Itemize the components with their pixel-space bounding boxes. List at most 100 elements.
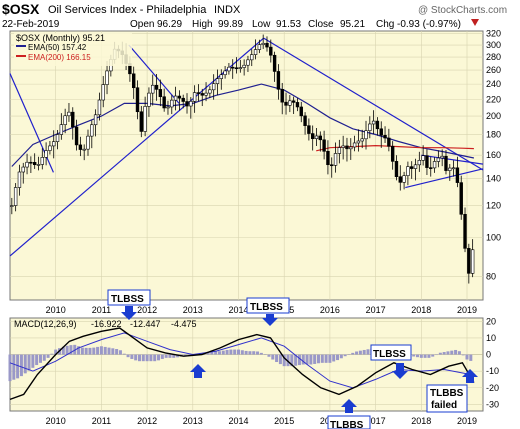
candle-body xyxy=(36,164,41,166)
histogram-bar xyxy=(347,354,351,355)
histogram-bar xyxy=(107,347,111,355)
histogram-bar xyxy=(286,354,290,367)
close-label: Close xyxy=(308,19,334,30)
histogram-bar xyxy=(217,351,221,355)
candle-body xyxy=(318,135,323,141)
candle-body xyxy=(90,124,94,137)
candle-body xyxy=(417,160,422,166)
candle-body xyxy=(413,164,418,169)
macd-x-axis: 2010201120122013201420152016201720182019 xyxy=(46,416,477,426)
candle-body xyxy=(105,70,109,85)
candle-body xyxy=(63,115,67,125)
candle-body xyxy=(349,146,353,150)
histogram-bar xyxy=(145,354,149,362)
y-tick-label: -10 xyxy=(486,366,499,376)
price-panel xyxy=(9,30,484,301)
candle-body xyxy=(242,64,246,68)
candle-body xyxy=(322,139,326,152)
candle-body xyxy=(394,161,399,177)
candle-body xyxy=(223,70,227,76)
x-tick-label: 2013 xyxy=(183,416,203,426)
y-tick-label: 240 xyxy=(486,79,501,89)
annotation-text: TLBSS xyxy=(373,349,406,360)
histogram-bar xyxy=(50,353,54,355)
candle-body xyxy=(379,128,383,136)
histogram-bar xyxy=(419,354,423,358)
histogram-bar xyxy=(115,349,119,355)
y-tick-label: 0 xyxy=(486,350,491,360)
candle-body xyxy=(440,155,444,159)
candle-body xyxy=(238,67,243,69)
chg-label: Chg xyxy=(376,19,394,30)
candle-body xyxy=(368,123,372,131)
histogram-bar xyxy=(206,351,210,355)
histogram-bar xyxy=(438,352,442,355)
histogram-bar xyxy=(248,351,252,355)
x-tick-label: 2018 xyxy=(411,416,431,426)
x-tick-label: 2016 xyxy=(320,305,340,315)
histogram-bar xyxy=(244,350,248,355)
candle-body xyxy=(398,176,402,183)
histogram-bar xyxy=(282,354,286,367)
histogram-bar xyxy=(343,354,347,357)
open-label: Open xyxy=(130,19,154,30)
arrow-up-icon xyxy=(462,369,478,383)
histogram-bar xyxy=(240,350,244,355)
candle-body xyxy=(185,101,189,107)
x-tick-label: 2019 xyxy=(457,305,477,315)
annotation-tlbss-2: TLBSS xyxy=(246,297,290,326)
histogram-bar xyxy=(271,354,275,360)
histogram-bar xyxy=(278,354,282,365)
candle-body xyxy=(181,97,185,102)
low-label: Low xyxy=(252,19,271,30)
candle-body xyxy=(139,111,144,132)
candle-body xyxy=(86,135,90,150)
histogram-bar xyxy=(305,354,309,365)
histogram-bar xyxy=(435,354,439,356)
histogram-bar xyxy=(61,346,65,355)
candle-body xyxy=(341,145,345,148)
candle-body xyxy=(55,134,60,142)
macd-value: -16.922 xyxy=(91,319,122,329)
candle-body xyxy=(295,102,300,108)
candle-body xyxy=(307,125,311,134)
candle-body xyxy=(17,171,22,188)
histogram-bar xyxy=(442,352,446,355)
candle-body xyxy=(234,67,239,70)
histogram-bar xyxy=(229,349,233,355)
macd-y-axis: -30 -20 -10 0 10 20 xyxy=(486,316,499,409)
arrow-up-icon xyxy=(341,399,357,413)
macd-label: MACD(12,26,9) xyxy=(14,319,77,329)
candle-body xyxy=(177,95,182,99)
annotation-tlbbs-1-box xyxy=(327,415,371,429)
histogram-bar xyxy=(415,354,419,358)
histogram-bar xyxy=(103,346,107,355)
histogram-bar xyxy=(450,350,454,355)
annotation-tlbbs-1-text: TLBBS xyxy=(330,420,364,429)
y-tick-label: 280 xyxy=(486,52,501,62)
candle-body xyxy=(265,42,269,48)
x-tick-label: 2019 xyxy=(457,416,477,426)
x-tick-label: 2017 xyxy=(366,416,386,426)
high-value: 99.89 xyxy=(218,19,243,30)
trendline xyxy=(405,168,484,189)
candle-body xyxy=(219,74,223,79)
histogram-bar xyxy=(35,354,39,366)
candle-body xyxy=(269,46,273,56)
histogram-bar xyxy=(118,350,122,355)
histogram-bar xyxy=(332,354,336,362)
candle-body xyxy=(97,99,102,116)
low-value: 91.53 xyxy=(276,19,301,30)
histogram-bar xyxy=(69,345,73,355)
histogram-bar xyxy=(366,349,370,355)
candle-body xyxy=(25,161,29,168)
candle-body xyxy=(371,120,376,125)
arrow-down-icon xyxy=(121,306,137,320)
histogram-bar xyxy=(27,354,31,371)
histogram-bar xyxy=(316,354,320,364)
candle-body xyxy=(463,213,467,249)
arrow-down-icon xyxy=(392,363,408,379)
candle-body xyxy=(459,182,463,215)
candle-body xyxy=(143,106,147,132)
